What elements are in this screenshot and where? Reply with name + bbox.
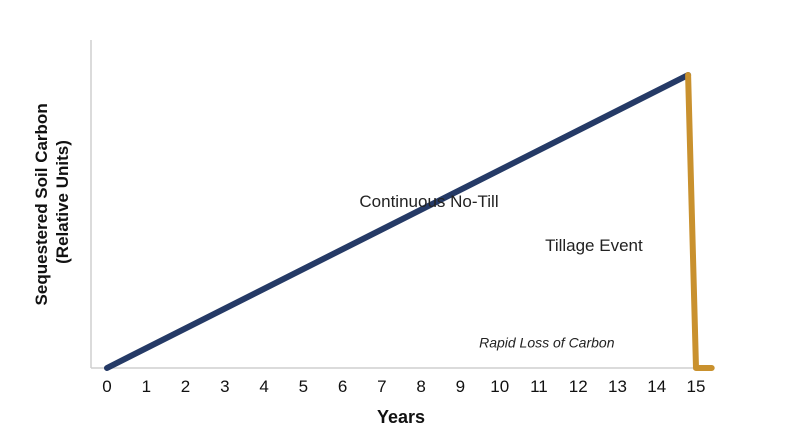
annotation-2: Rapid Loss of Carbon	[479, 335, 615, 351]
x-tick-label-9: 9	[456, 377, 465, 396]
annotation-1: Tillage Event	[545, 236, 643, 255]
x-tick-label-5: 5	[299, 377, 308, 396]
annotations: Continuous No-Till Tillage Event Rapid Los…	[359, 192, 643, 351]
x-tick-label-6: 6	[338, 377, 347, 396]
annotation-0: Continuous No-Till	[359, 192, 498, 211]
x-tick-label-15: 15	[687, 377, 706, 396]
series-line-0	[104, 72, 692, 371]
x-tick-label-7: 7	[377, 377, 386, 396]
x-tick-label-8: 8	[416, 377, 425, 396]
x-tick-label-1: 1	[142, 377, 151, 396]
series-line-1	[685, 72, 715, 371]
x-tick-label-0: 0	[102, 377, 111, 396]
x-axis-title: Years	[377, 407, 425, 427]
x-tick-label-4: 4	[259, 377, 268, 396]
x-tick-label-10: 10	[490, 377, 509, 396]
x-tick-label-13: 13	[608, 377, 627, 396]
y-axis-title-line-1: Sequestered Soil Carbon	[32, 103, 51, 305]
y-axis-title: Sequestered Soil Carbon (Relative Units)	[32, 99, 72, 306]
x-tick-label-2: 2	[181, 377, 190, 396]
series-layer	[104, 72, 715, 371]
x-tick-label-11: 11	[530, 377, 548, 396]
x-tick-label-3: 3	[220, 377, 229, 396]
y-axis-title-line-2: (Relative Units)	[53, 140, 72, 264]
x-tick-label-14: 14	[647, 377, 666, 396]
x-tick-label-12: 12	[569, 377, 588, 396]
x-tick-labels: 0 1 2 3 4 5 6 7 8 9 10 11 12 13 14 15	[102, 377, 705, 396]
